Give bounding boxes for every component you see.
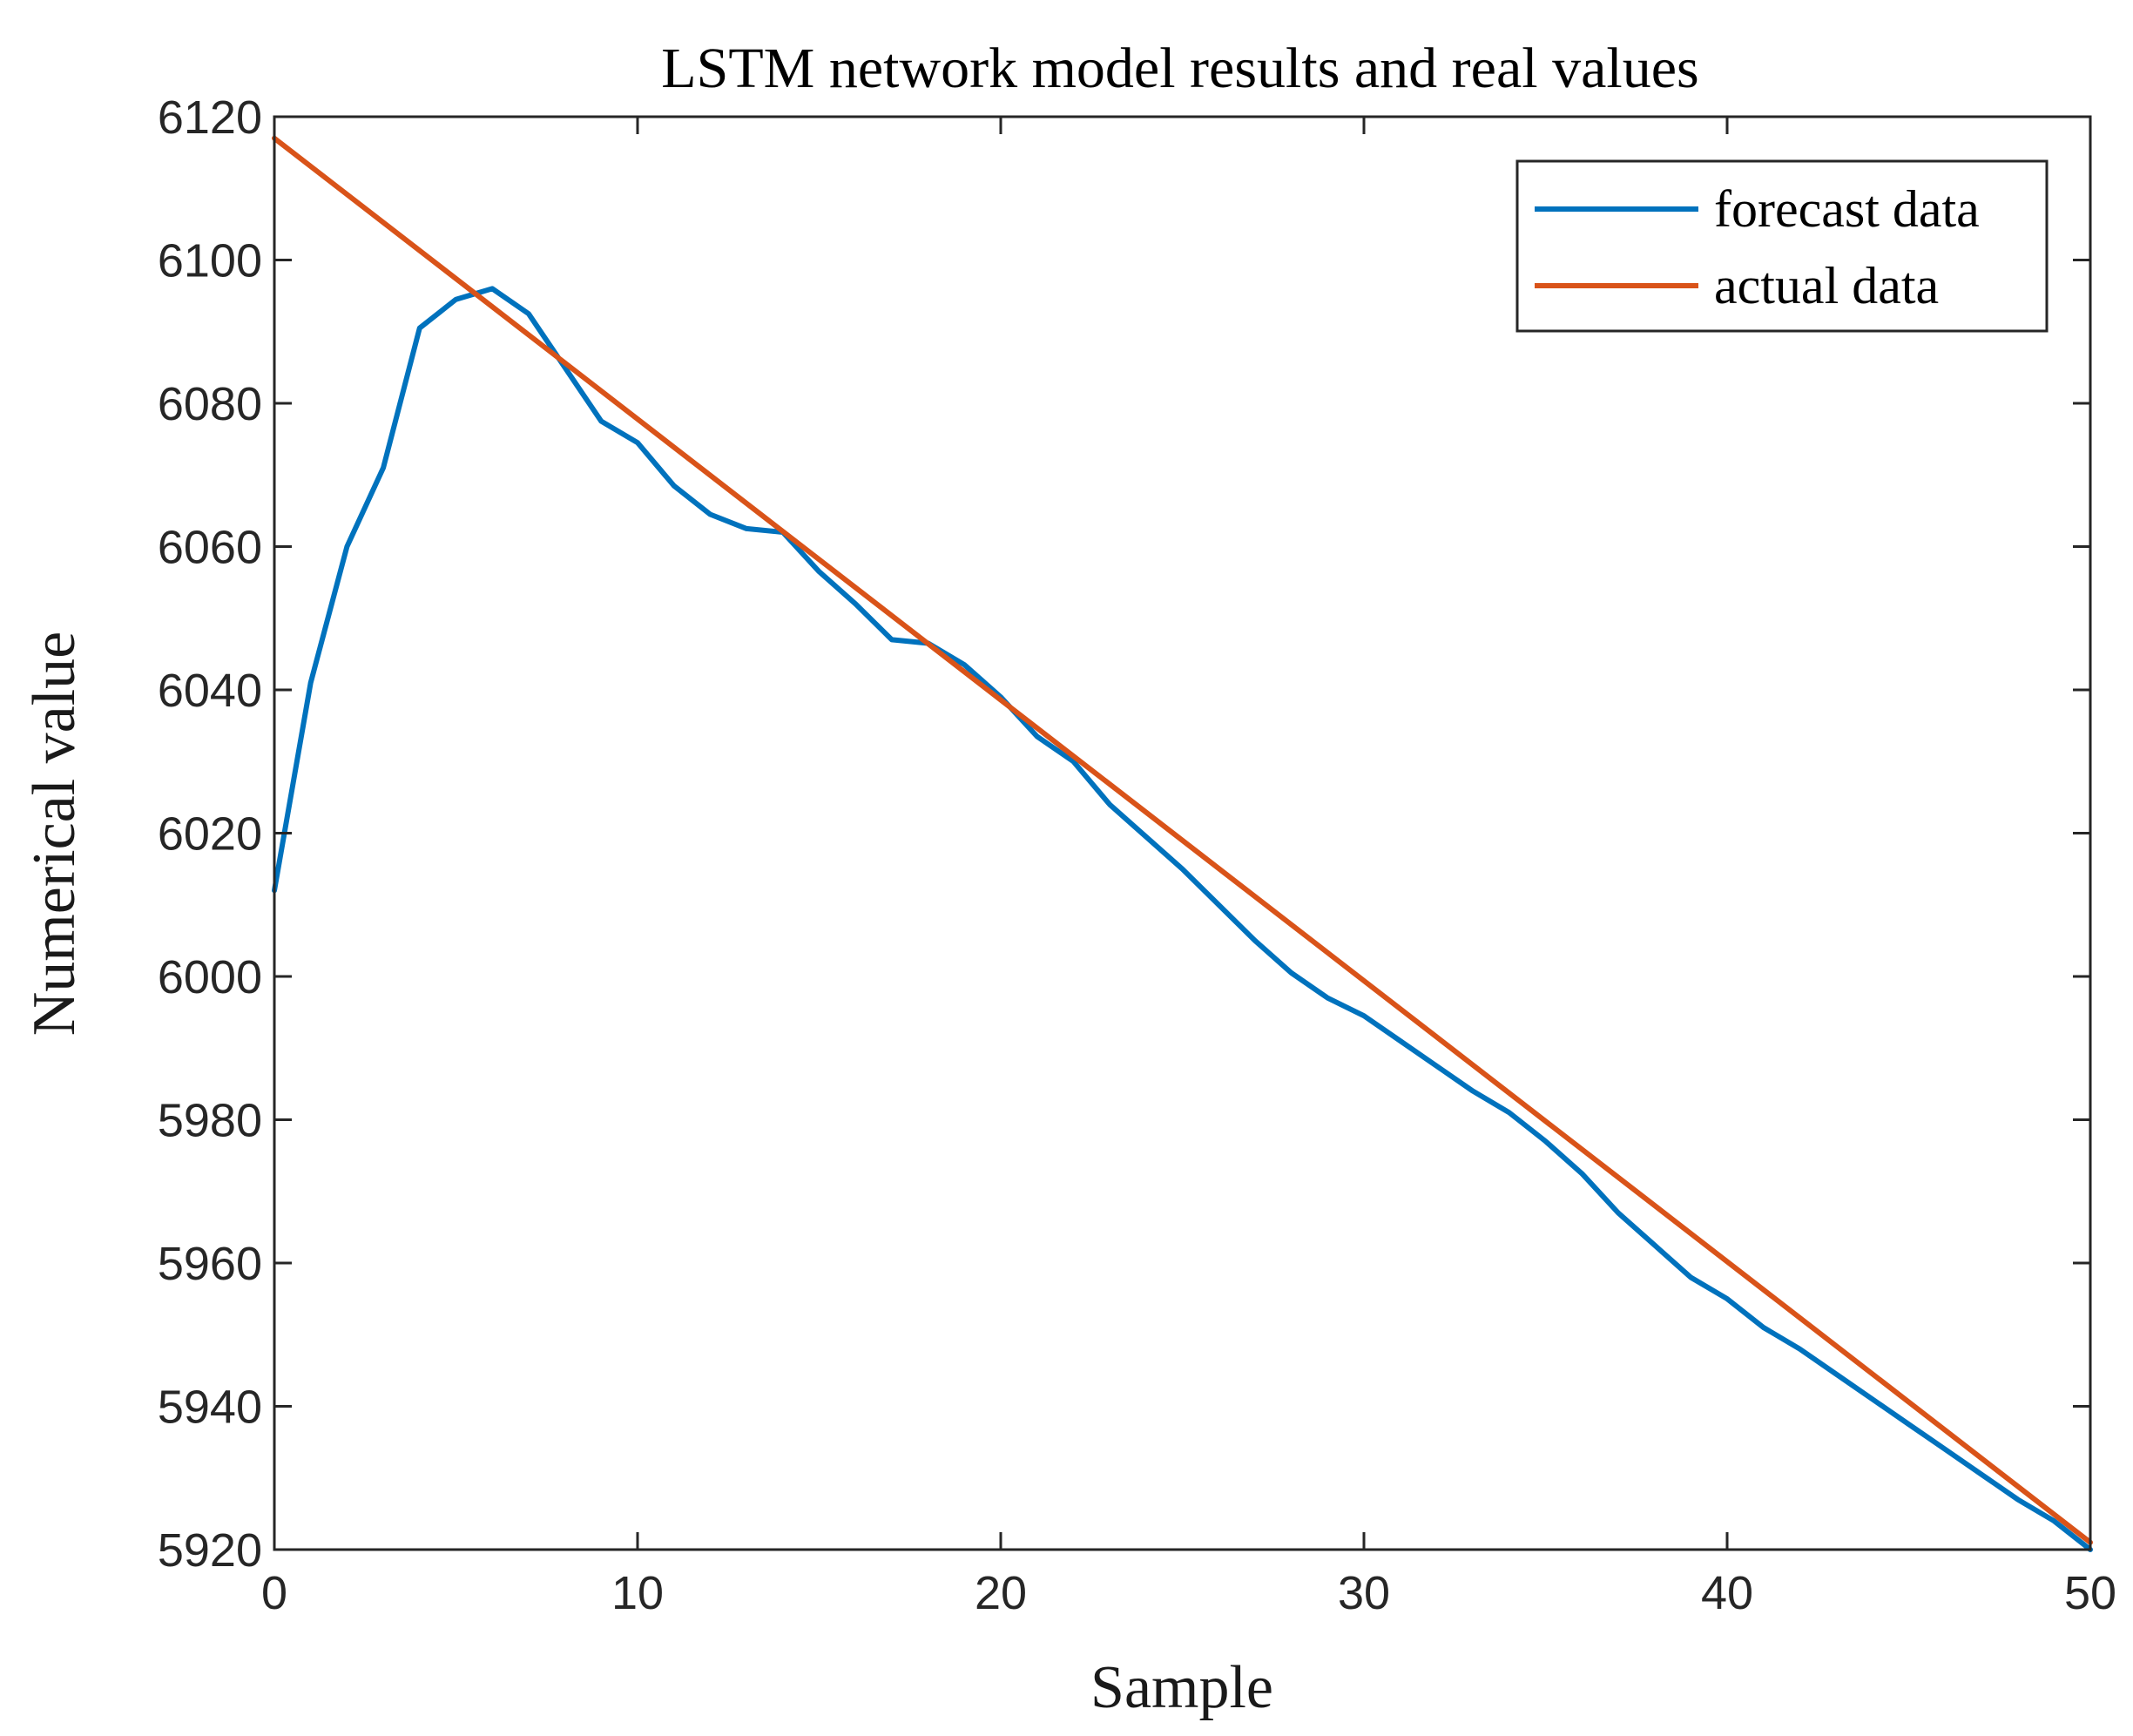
y-tick-label: 6080 xyxy=(158,378,262,430)
legend-label-actual: actual data xyxy=(1714,257,1939,314)
y-tick-label: 6100 xyxy=(158,235,262,287)
y-tick-label: 6040 xyxy=(158,665,262,717)
axis-ticks: 0 10 20 30 40 50 5920 5940 5960 5980 6000 6020 6040 6… xyxy=(158,91,2116,1619)
legend-box xyxy=(1515,159,2049,333)
y-tick-label: 6120 xyxy=(158,91,262,144)
y-axis-label: Numerical value xyxy=(21,632,88,1037)
x-tick-label: 30 xyxy=(1338,1567,1390,1619)
x-tick-label: 10 xyxy=(611,1567,664,1619)
legend-label-forecast: forecast data xyxy=(1714,180,1980,238)
x-tick-label: 50 xyxy=(2064,1567,2116,1619)
y-tick-label: 5960 xyxy=(158,1238,262,1290)
y-tick-label: 6020 xyxy=(158,808,262,861)
series-line-forecast xyxy=(272,286,2093,1552)
x-tick-label: 20 xyxy=(975,1567,1027,1619)
y-tick-label: 5940 xyxy=(158,1381,262,1434)
x-tick-label: 0 xyxy=(261,1567,287,1619)
chart-title: LSTM network model results and real valu… xyxy=(661,37,1698,100)
x-axis-label: Sample xyxy=(1090,1654,1273,1721)
x-tick-label: 40 xyxy=(1701,1567,1753,1619)
y-tick-label: 6060 xyxy=(158,522,262,574)
series-line-actual xyxy=(272,135,2093,1545)
y-tick-label: 5920 xyxy=(158,1524,262,1577)
y-tick-label: 5980 xyxy=(158,1095,262,1147)
legend: forecast data actual data xyxy=(1515,159,2049,333)
y-tick-label: 6000 xyxy=(158,951,262,1003)
series-layer xyxy=(272,135,2093,1552)
